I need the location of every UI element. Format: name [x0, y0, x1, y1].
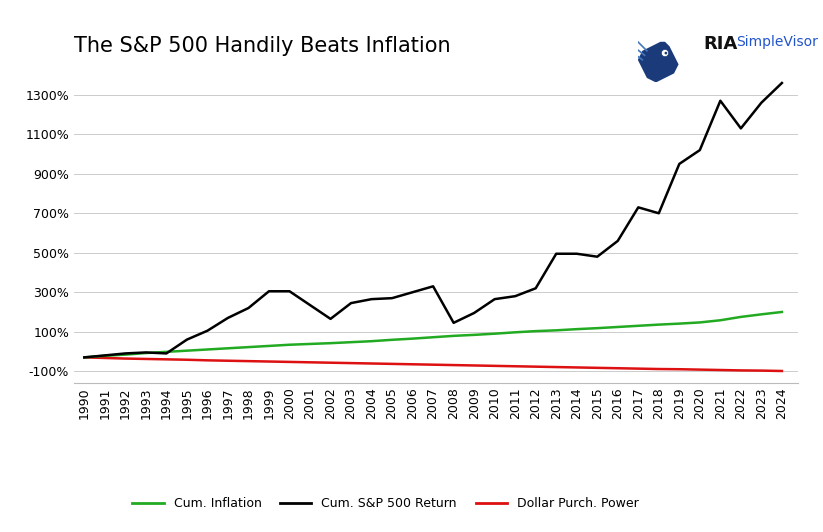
Text: The S&P 500 Handily Beats Inflation: The S&P 500 Handily Beats Inflation — [74, 37, 451, 56]
PathPatch shape — [638, 42, 678, 82]
Legend: Cum. Inflation, Cum. S&P 500 Return, Dollar Purch. Power: Cum. Inflation, Cum. S&P 500 Return, Dol… — [128, 492, 644, 515]
Text: RIA: RIA — [704, 35, 738, 53]
Circle shape — [662, 49, 668, 57]
Text: SimpleVisor: SimpleVisor — [737, 35, 818, 48]
Circle shape — [664, 52, 667, 54]
